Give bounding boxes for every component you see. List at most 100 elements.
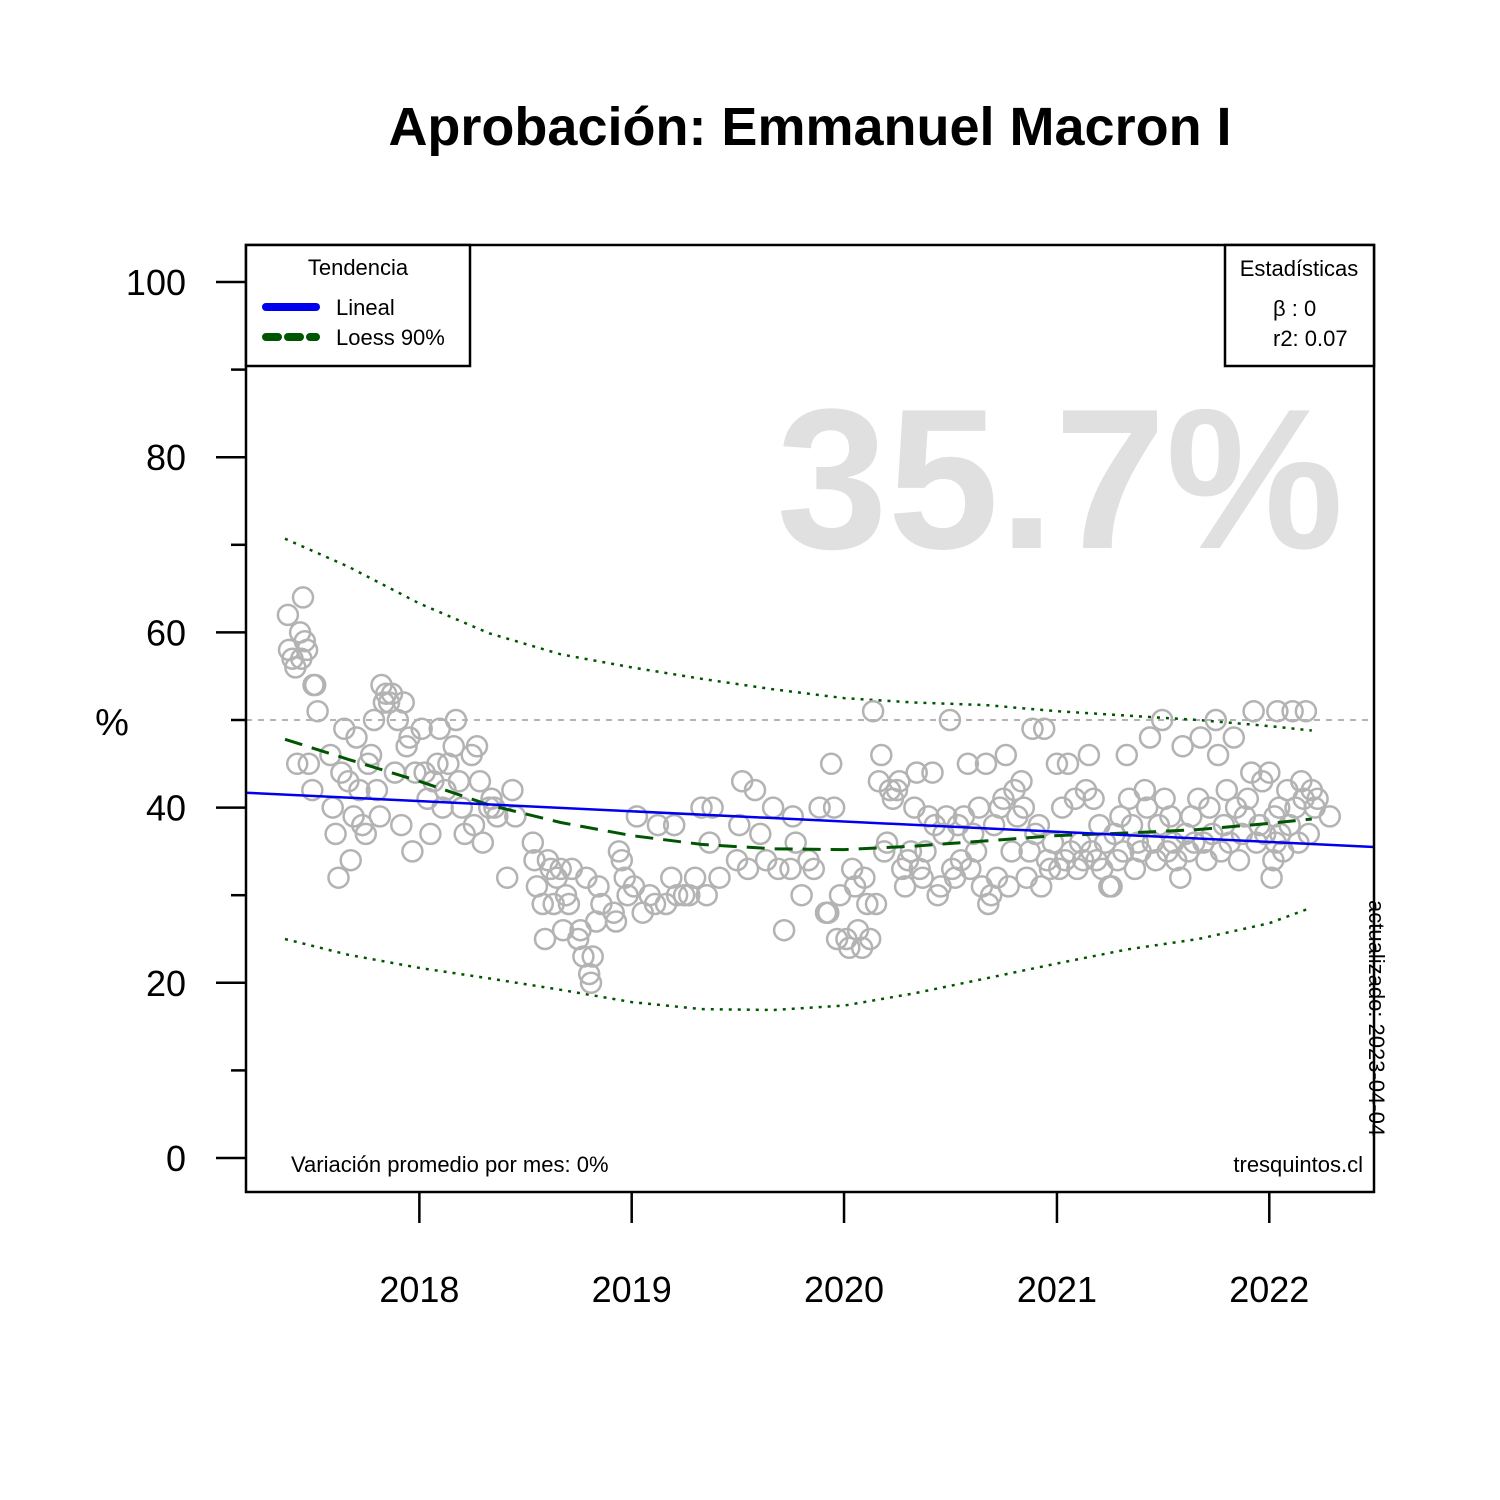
- data-point: [410, 717, 433, 741]
- legend-label-lineal: Lineal: [336, 295, 395, 320]
- data-point: [772, 918, 796, 942]
- data-point: [701, 796, 724, 819]
- footer-source: tresquintos.cl: [1233, 1152, 1363, 1177]
- data-point: [587, 875, 610, 898]
- stats-title: Estadísticas: [1240, 256, 1359, 281]
- y-tick-label: 60: [146, 612, 186, 653]
- data-point: [495, 866, 519, 889]
- data-point: [345, 726, 368, 749]
- data-point: [368, 805, 392, 828]
- data-point: [1206, 743, 1230, 767]
- data-point: [974, 752, 998, 776]
- data-point: [324, 822, 347, 846]
- data-point: [285, 752, 309, 776]
- data-point: [1222, 726, 1246, 749]
- data-point: [444, 708, 468, 732]
- data-point: [817, 901, 840, 924]
- data-point: [784, 831, 807, 854]
- data-point: [1126, 831, 1150, 854]
- trend-lines-group: [245, 737, 1375, 852]
- data-point: [870, 743, 893, 767]
- chart-title: Aprobación: Emmanuel Macron I: [388, 97, 1231, 157]
- data-point: [319, 743, 342, 767]
- data-point: [579, 971, 603, 995]
- data-point: [856, 892, 879, 916]
- data-point: [321, 796, 344, 819]
- data-point: [728, 813, 751, 837]
- data-point: [577, 962, 601, 986]
- data-point: [861, 699, 885, 723]
- data-point: [695, 883, 718, 907]
- data-point: [404, 761, 427, 784]
- data-point: [1029, 875, 1053, 898]
- data-point: [819, 752, 843, 776]
- data-point: [956, 752, 980, 776]
- data-point: [1258, 761, 1281, 784]
- data-point: [557, 892, 581, 916]
- data-point: [374, 682, 398, 705]
- data-point: [303, 673, 327, 697]
- data-point: [450, 796, 474, 819]
- data-point: [1198, 796, 1221, 819]
- data-point: [297, 752, 321, 776]
- y-axis-label: %: [95, 702, 129, 744]
- x-axis: 2018 2019 2020 2021 2022: [379, 1192, 1309, 1310]
- data-point: [708, 866, 731, 889]
- data-point: [853, 866, 876, 889]
- footer-variation: Variación promedio por mes: 0%: [291, 1152, 609, 1177]
- data-point: [392, 691, 415, 714]
- data-point: [977, 892, 1000, 916]
- big-value-watermark: 35.7%: [776, 368, 1343, 591]
- legend: Tendencia Lineal Loess 90%: [244, 243, 472, 368]
- data-point: [468, 770, 492, 793]
- data-point: [1182, 831, 1206, 854]
- x-tick-label: 2021: [1017, 1269, 1097, 1310]
- data-point: [1306, 787, 1329, 811]
- data-point: [1012, 796, 1036, 819]
- data-point: [665, 883, 689, 907]
- data-point: [607, 840, 631, 863]
- data-point: [1318, 805, 1342, 828]
- data-point: [1138, 726, 1162, 749]
- data-point: [683, 866, 707, 889]
- data-point: [1015, 866, 1038, 889]
- data-point: [802, 857, 826, 881]
- data-point: [549, 857, 572, 881]
- data-point: [864, 892, 888, 916]
- data-point: [872, 840, 896, 863]
- data-point: [395, 735, 418, 758]
- stats-frame: [1223, 243, 1376, 368]
- data-point: [1227, 848, 1251, 872]
- data-point: [276, 603, 300, 627]
- data-point: [602, 901, 625, 924]
- data-point: [501, 778, 524, 802]
- data-point: [743, 778, 767, 802]
- x-tick-label: 2020: [804, 1269, 884, 1310]
- data-point: [761, 796, 785, 819]
- data-point: [899, 840, 923, 863]
- stats-r2: r2: 0.07: [1273, 326, 1348, 351]
- data-point: [690, 796, 713, 819]
- data-point: [1189, 726, 1212, 749]
- data-point: [1027, 813, 1051, 837]
- data-point: [1294, 699, 1318, 723]
- data-point: [1115, 743, 1139, 767]
- data-point: [961, 822, 985, 846]
- data-point: [1000, 840, 1023, 863]
- data-point: [306, 699, 329, 723]
- data-point: [662, 813, 686, 837]
- data-point: [1010, 770, 1033, 793]
- data-point: [531, 892, 554, 916]
- data-point: [1204, 708, 1228, 732]
- data-point: [339, 848, 362, 872]
- data-point: [781, 805, 805, 828]
- loess-band-group: [284, 537, 1313, 1012]
- data-point: [994, 743, 1018, 767]
- data-point: [362, 708, 386, 732]
- data-point: [426, 752, 449, 776]
- data-point: [348, 778, 371, 802]
- data-point: [911, 866, 934, 889]
- data-point: [581, 945, 604, 968]
- data-point: [401, 840, 424, 863]
